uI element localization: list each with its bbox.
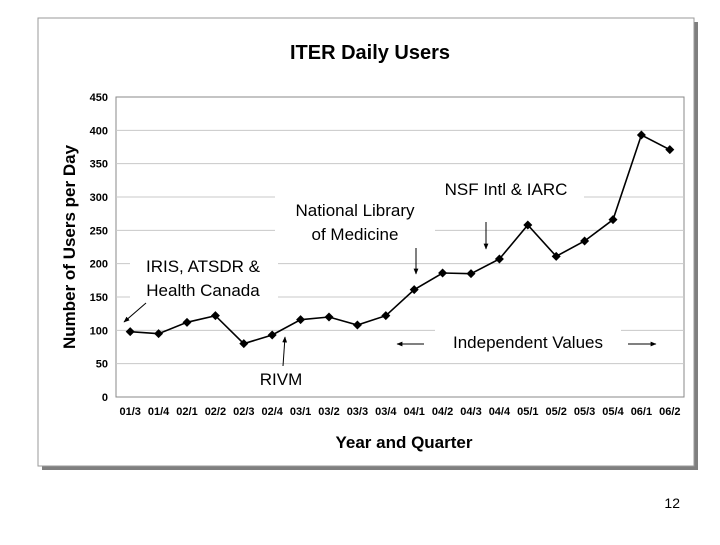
data-point-02-1 [182,317,192,327]
x-tick-label: 02/4 [261,406,283,418]
x-tick-label: 04/4 [489,406,511,418]
data-point-03-3 [352,320,362,330]
x-tick-label: 01/3 [119,406,140,418]
x-tick-label: 05/4 [602,406,624,418]
y-tick-label: 150 [90,292,108,304]
x-tick-label: 06/1 [631,406,652,418]
annotation-indep: Independent Values [453,333,603,352]
x-tick-label: 06/2 [659,406,680,418]
annotation-box-rivm [250,365,312,393]
x-tick-label: 04/1 [403,406,424,418]
data-point-06-2 [665,145,675,155]
data-point-01-4 [154,329,164,339]
series-markers [125,130,675,349]
data-point-03-2 [324,312,334,322]
data-point-05-2 [551,251,561,261]
data-point-01-3 [125,327,135,337]
x-tick-label: 02/2 [205,406,226,418]
annotation-box-nsf [428,177,584,203]
data-point-05-3 [580,236,590,246]
annotation-box-iris [130,252,278,302]
x-axis-label: Year and Quarter [335,433,472,452]
page-number: 12 [664,495,680,511]
x-tick-label: 01/4 [148,406,170,418]
x-tick-label: 03/3 [347,406,368,418]
x-tick-label: 04/2 [432,406,453,418]
annotation-box-nlm [275,195,435,247]
y-tick-label: 300 [90,192,108,204]
y-tick-label: 200 [90,259,108,271]
x-tick-labels: 01/3 01/4 02/1 02/2 02/3 02/4 03/1 03/2 03/3 03/4… [119,406,680,418]
y-tick-label: 100 [90,325,108,337]
data-point-03-4 [381,311,391,321]
annotation-nlm-line2: of Medicine [312,225,399,244]
annotation-nsf: NSF Intl & IARC [445,180,568,199]
data-point-05-1 [523,220,533,230]
annotation-nlm-line1: National Library [295,201,415,220]
y-tick-label: 450 [90,92,108,104]
series-line [130,133,671,345]
x-tick-label: 05/3 [574,406,595,418]
y-tick-labels: 0 50 100 150 200 250 300 350 400 450 [90,92,108,404]
annotation-rivm: RIVM [260,370,303,389]
x-tick-label: 05/2 [545,406,566,418]
y-tick-label: 50 [96,359,108,371]
x-tick-label: 03/1 [290,406,311,418]
y-axis-label: Number of Users per Day [60,144,79,349]
data-point-02-4 [267,330,277,340]
annotation-arrow-iris [123,302,147,323]
y-tick-label: 250 [90,225,108,237]
y-tick-label: 400 [90,125,108,137]
chart-title: ITER Daily Users [290,42,450,64]
data-point-05-4 [608,215,618,225]
data-point-02-2 [210,311,220,321]
data-point-06-1 [636,130,646,140]
annotation-iris-line1: IRIS, ATSDR & [146,257,261,276]
data-point-02-3 [239,339,249,349]
x-tick-label: 03/4 [375,406,397,418]
y-tick-label: 0 [102,392,108,404]
x-tick-label: 05/1 [517,406,538,418]
annotation-arrow-rivm [282,336,288,367]
data-point-04-3 [466,269,476,279]
data-point-03-1 [296,315,306,325]
data-point-04-4 [494,254,504,264]
data-point-04-1 [409,285,419,295]
annotation-iris-line2: Health Canada [146,281,260,300]
annotation-box-indep [435,329,621,355]
x-tick-label: 03/2 [318,406,339,418]
x-tick-label: 02/1 [176,406,197,418]
x-tick-label: 04/3 [460,406,481,418]
data-point-04-2 [438,268,448,278]
y-tick-label: 350 [90,159,108,171]
x-tick-label: 02/3 [233,406,254,418]
